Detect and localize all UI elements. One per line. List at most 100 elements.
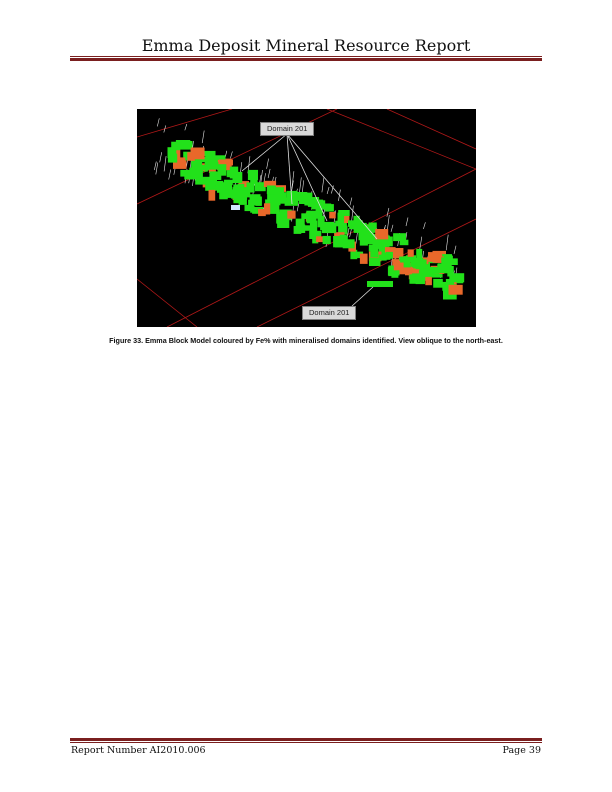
model-block bbox=[247, 169, 258, 180]
model-block bbox=[268, 194, 281, 206]
model-block bbox=[448, 284, 463, 295]
drillhole-trace bbox=[351, 205, 354, 224]
model-block bbox=[441, 257, 452, 269]
model-block bbox=[277, 192, 287, 204]
model-block bbox=[403, 256, 411, 268]
model-block bbox=[246, 182, 255, 193]
section-line bbox=[166, 168, 476, 327]
model-block bbox=[308, 197, 320, 207]
drillhole-trace bbox=[291, 171, 295, 189]
model-block bbox=[208, 189, 216, 201]
model-block bbox=[322, 235, 331, 245]
model-block bbox=[350, 249, 358, 260]
model-block bbox=[266, 185, 276, 195]
domain-callout-bottom: Domain 201 bbox=[302, 306, 357, 320]
drillhole-trace bbox=[349, 197, 353, 206]
model-block bbox=[388, 265, 396, 277]
model-block bbox=[177, 141, 193, 150]
model-block bbox=[445, 279, 455, 286]
drillhole-trace bbox=[154, 161, 157, 171]
model-block bbox=[295, 218, 305, 231]
model-block bbox=[219, 189, 228, 200]
model-block bbox=[224, 179, 233, 185]
model-block bbox=[167, 153, 178, 163]
section-line bbox=[137, 278, 198, 327]
model-block bbox=[435, 256, 444, 263]
model-block bbox=[391, 248, 404, 259]
drillhole-trace bbox=[157, 118, 160, 127]
model-block bbox=[416, 248, 423, 260]
model-block bbox=[195, 176, 210, 185]
model-block bbox=[276, 212, 285, 224]
leader-line bbox=[241, 133, 288, 172]
model-block bbox=[418, 269, 432, 281]
block-model-body bbox=[167, 140, 465, 300]
section-line bbox=[256, 218, 476, 327]
model-block bbox=[250, 207, 263, 213]
model-block bbox=[342, 239, 355, 249]
model-block bbox=[204, 158, 218, 170]
model-block bbox=[315, 207, 323, 219]
model-block bbox=[237, 183, 245, 190]
model-block bbox=[370, 246, 379, 258]
page-number: Page 39 bbox=[502, 745, 541, 756]
model-block bbox=[335, 220, 347, 227]
page-title: Emma Deposit Mineral Resource Report bbox=[141, 36, 471, 55]
drillhole-trace bbox=[184, 123, 188, 131]
model-block bbox=[437, 264, 450, 274]
model-block bbox=[385, 251, 393, 259]
model-block bbox=[393, 233, 406, 242]
model-block bbox=[375, 229, 389, 240]
model-block bbox=[274, 187, 284, 194]
section-lines bbox=[137, 109, 476, 327]
model-block bbox=[393, 260, 401, 271]
model-block bbox=[433, 278, 443, 288]
drillhole-trace bbox=[201, 130, 205, 144]
model-block bbox=[225, 189, 238, 198]
model-block bbox=[304, 225, 313, 231]
model-block bbox=[206, 180, 216, 186]
drillhole-trace bbox=[386, 207, 390, 217]
model-block bbox=[190, 147, 205, 160]
model-block bbox=[317, 216, 325, 228]
model-block bbox=[378, 254, 387, 261]
leader-line bbox=[286, 133, 293, 205]
drillhole-trace bbox=[453, 245, 457, 255]
model-block bbox=[321, 222, 337, 234]
model-block bbox=[428, 252, 441, 262]
drillhole-trace bbox=[423, 222, 426, 230]
model-block bbox=[316, 236, 325, 243]
drillhole-trace bbox=[405, 217, 409, 227]
leader-line bbox=[286, 133, 328, 222]
drillhole-trace bbox=[163, 156, 167, 172]
model-block bbox=[321, 203, 332, 210]
model-block bbox=[367, 281, 393, 287]
drillhole-trace bbox=[326, 186, 330, 194]
footer-rule-thin bbox=[70, 742, 542, 743]
model-block bbox=[189, 167, 203, 180]
callout-leader-lines bbox=[241, 133, 378, 307]
model-block bbox=[171, 141, 181, 151]
model-block bbox=[399, 239, 409, 246]
model-block bbox=[334, 232, 345, 238]
header-rule-thick bbox=[70, 58, 542, 61]
model-block bbox=[409, 273, 423, 284]
model-block bbox=[304, 194, 312, 206]
model-block bbox=[217, 164, 227, 176]
model-block bbox=[221, 183, 230, 189]
drillhole-trace bbox=[445, 234, 449, 251]
model-block bbox=[238, 190, 246, 203]
model-block bbox=[359, 253, 368, 264]
drillhole-trace bbox=[419, 236, 423, 250]
model-block bbox=[191, 161, 198, 171]
model-block bbox=[209, 171, 222, 180]
footer-rule-thick bbox=[70, 738, 542, 741]
model-block bbox=[425, 276, 432, 286]
model-block bbox=[451, 258, 458, 265]
block-model-figure: Domain 201 Domain 201 bbox=[137, 109, 476, 327]
drillhole-trace bbox=[163, 125, 167, 133]
model-block bbox=[258, 209, 266, 217]
model-block bbox=[167, 147, 177, 158]
model-block bbox=[415, 258, 422, 270]
drillhole-trace bbox=[159, 152, 162, 163]
